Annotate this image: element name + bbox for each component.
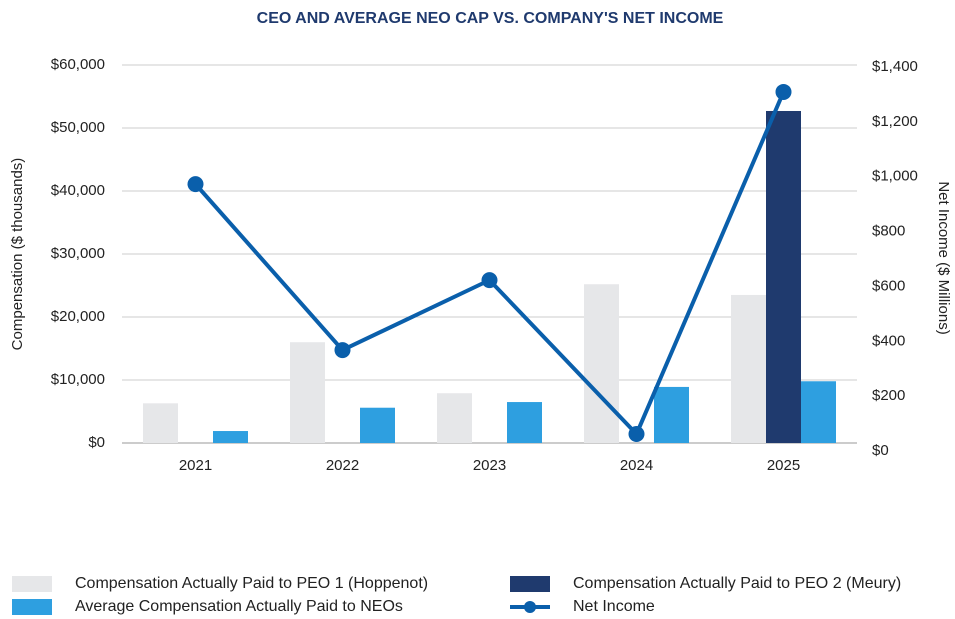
y2-tick-label: $800: [872, 223, 905, 240]
y2-axis-label: Net Income ($ Millions): [935, 181, 952, 334]
x-tick-label: 2025: [767, 457, 800, 474]
line-point: [628, 425, 645, 442]
line-point: [481, 272, 498, 289]
legend-swatch: [12, 599, 52, 615]
x-tick-label: 2023: [473, 457, 506, 474]
x-tick-label: 2024: [620, 457, 653, 474]
bar: [143, 403, 178, 443]
bar: [213, 431, 248, 443]
line-point: [334, 342, 351, 359]
legend-swatch: [510, 576, 550, 592]
bar: [437, 393, 472, 443]
legend-swatch: [12, 576, 52, 592]
y2-tick-label: $1,000: [872, 168, 918, 185]
bar: [507, 402, 542, 443]
y-tick-label: $20,000: [51, 308, 105, 325]
y2-tick-label: $200: [872, 387, 905, 404]
bar: [360, 407, 395, 443]
y-tick-label: $0: [88, 434, 105, 451]
y2-tick-label: $600: [872, 277, 905, 294]
bar: [766, 110, 801, 444]
bar: [584, 284, 619, 443]
legend-label: Compensation Actually Paid to PEO 1 (Hop…: [75, 575, 428, 592]
y-tick-label: $40,000: [51, 182, 105, 199]
y2-tick-label: $0: [872, 442, 889, 459]
y-tick-label: $50,000: [51, 119, 105, 136]
legend: Compensation Actually Paid to PEO 1 (Hop…: [12, 575, 901, 615]
legend-label: Compensation Actually Paid to PEO 2 (Meu…: [573, 575, 901, 592]
line-point: [187, 176, 204, 193]
bar: [801, 381, 836, 443]
legend-label: Net Income: [573, 598, 655, 615]
bar: [731, 294, 766, 443]
legend-label: Average Compensation Actually Paid to NE…: [75, 598, 403, 615]
bar: [290, 342, 325, 443]
y-tick-label: $60,000: [51, 56, 105, 73]
bar: [654, 386, 689, 443]
x-tick-label: 2021: [179, 457, 212, 474]
y2-tick-label: $1,200: [872, 113, 918, 130]
y2-tick-label: $1,400: [872, 58, 918, 75]
y-tick-label: $10,000: [51, 371, 105, 388]
y-axis-label: Compensation ($ thousands): [9, 158, 26, 351]
chart-title: CEO AND AVERAGE NEO CAP VS. COMPANY'S NE…: [257, 10, 724, 27]
y-tick-label: $30,000: [51, 245, 105, 262]
x-tick-label: 2022: [326, 457, 359, 474]
y2-tick-label: $400: [872, 332, 905, 349]
line-point: [775, 83, 792, 100]
line: [194, 91, 786, 438]
legend-swatch: [524, 601, 536, 613]
